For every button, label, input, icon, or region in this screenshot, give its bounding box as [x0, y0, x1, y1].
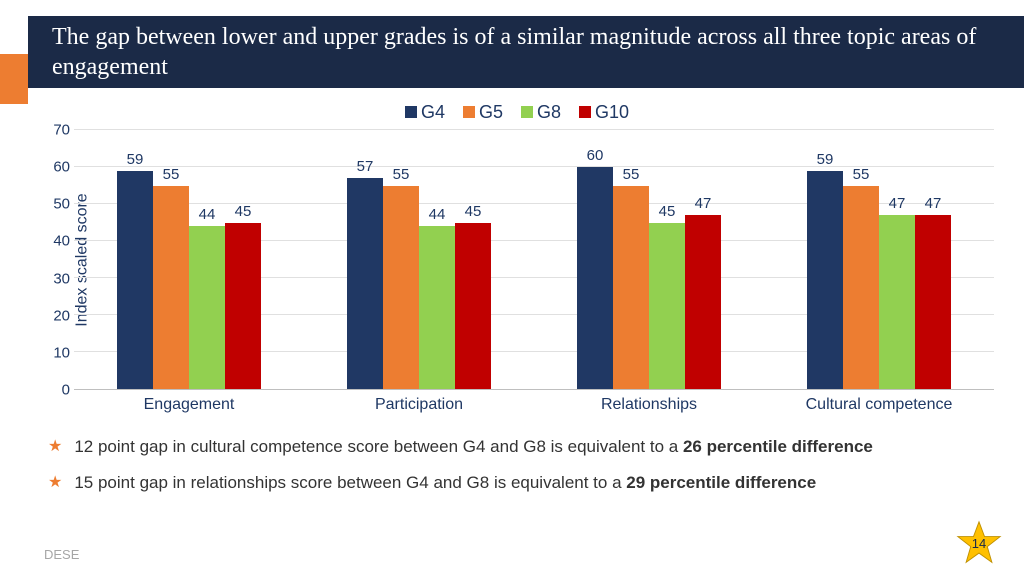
x-axis-labels: EngagementParticipationRelationshipsCult… — [74, 390, 994, 414]
star-icon: ★ — [48, 472, 62, 494]
bar: 59 — [117, 171, 153, 389]
bar-data-label: 55 — [393, 166, 410, 183]
legend-label-g8: G8 — [537, 102, 561, 123]
bar-data-label: 44 — [199, 206, 216, 223]
bar: 59 — [807, 171, 843, 389]
page-number: 14 — [956, 520, 1002, 566]
y-tick: 50 — [53, 196, 70, 213]
legend-label-g5: G5 — [479, 102, 503, 123]
slide-title: The gap between lower and upper grades i… — [52, 22, 1000, 82]
bar: 55 — [383, 186, 419, 390]
bar: 47 — [915, 215, 951, 389]
y-tick: 70 — [53, 122, 70, 139]
chart: G4 G5 G8 G10 Index scaled score 01020304… — [40, 98, 994, 414]
star-icon: ★ — [48, 436, 62, 458]
plot-area: 59554445575544456055454759554747 — [74, 130, 994, 390]
bar-data-label: 55 — [623, 166, 640, 183]
bar: 57 — [347, 178, 383, 389]
bullet-1: ★ 12 point gap in cultural competence sc… — [48, 436, 984, 458]
legend-item-g5: G5 — [463, 102, 503, 123]
bullet-list: ★ 12 point gap in cultural competence sc… — [48, 436, 984, 509]
legend-swatch-g4 — [405, 106, 417, 118]
y-tick: 30 — [53, 270, 70, 287]
legend-swatch-g5 — [463, 106, 475, 118]
bar-group: 59554445 — [74, 130, 304, 389]
legend-swatch-g8 — [521, 106, 533, 118]
y-axis: 010203040506070 — [40, 130, 74, 390]
bar-groups: 59554445575544456055454759554747 — [74, 130, 994, 389]
bar: 55 — [613, 186, 649, 390]
legend-item-g10: G10 — [579, 102, 629, 123]
bar: 45 — [649, 223, 685, 390]
bullet-2-pre: 15 point gap in relationships score betw… — [74, 473, 626, 492]
bullet-2: ★ 15 point gap in relationships score be… — [48, 472, 984, 494]
bar-data-label: 45 — [235, 203, 252, 220]
legend-label-g10: G10 — [595, 102, 629, 123]
bar-data-label: 55 — [163, 166, 180, 183]
bar: 44 — [419, 226, 455, 389]
legend-item-g4: G4 — [405, 102, 445, 123]
legend-label-g4: G4 — [421, 102, 445, 123]
x-tick-label: Engagement — [74, 390, 304, 414]
bar-group: 57554445 — [304, 130, 534, 389]
legend-item-g8: G8 — [521, 102, 561, 123]
bar-data-label: 59 — [127, 151, 144, 168]
bar-data-label: 57 — [357, 158, 374, 175]
chart-plot: Index scaled score 010203040506070 59554… — [40, 130, 994, 390]
bar-data-label: 47 — [889, 195, 906, 212]
bullet-1-pre: 12 point gap in cultural competence scor… — [74, 437, 683, 456]
bar: 44 — [189, 226, 225, 389]
x-tick-label: Participation — [304, 390, 534, 414]
title-bar: The gap between lower and upper grades i… — [28, 16, 1024, 88]
bar: 47 — [879, 215, 915, 389]
bullet-1-bold: 26 percentile difference — [683, 437, 873, 456]
footer-source: DESE — [44, 547, 79, 562]
bar-data-label: 47 — [695, 195, 712, 212]
y-tick: 10 — [53, 344, 70, 361]
y-tick: 0 — [62, 382, 70, 399]
y-tick: 40 — [53, 233, 70, 250]
bar-data-label: 45 — [659, 203, 676, 220]
y-tick: 60 — [53, 159, 70, 176]
bar: 45 — [455, 223, 491, 390]
bar-data-label: 45 — [465, 203, 482, 220]
slide: The gap between lower and upper grades i… — [0, 0, 1024, 576]
x-tick-label: Relationships — [534, 390, 764, 414]
title-accent — [0, 54, 28, 104]
bar-group: 59554747 — [764, 130, 994, 389]
bar-group: 60554547 — [534, 130, 764, 389]
bar-data-label: 60 — [587, 147, 604, 164]
bullet-2-bold: 29 percentile difference — [626, 473, 816, 492]
bar-data-label: 44 — [429, 206, 446, 223]
bar: 47 — [685, 215, 721, 389]
bar: 55 — [153, 186, 189, 390]
bar-data-label: 59 — [817, 151, 834, 168]
bullet-2-text: 15 point gap in relationships score betw… — [74, 472, 816, 494]
bar: 55 — [843, 186, 879, 390]
bar-data-label: 47 — [925, 195, 942, 212]
bullet-1-text: 12 point gap in cultural competence scor… — [74, 436, 873, 458]
bar-data-label: 55 — [853, 166, 870, 183]
bar: 60 — [577, 167, 613, 389]
x-tick-label: Cultural competence — [764, 390, 994, 414]
chart-legend: G4 G5 G8 G10 — [40, 98, 994, 126]
bar: 45 — [225, 223, 261, 390]
y-tick: 20 — [53, 307, 70, 324]
legend-swatch-g10 — [579, 106, 591, 118]
